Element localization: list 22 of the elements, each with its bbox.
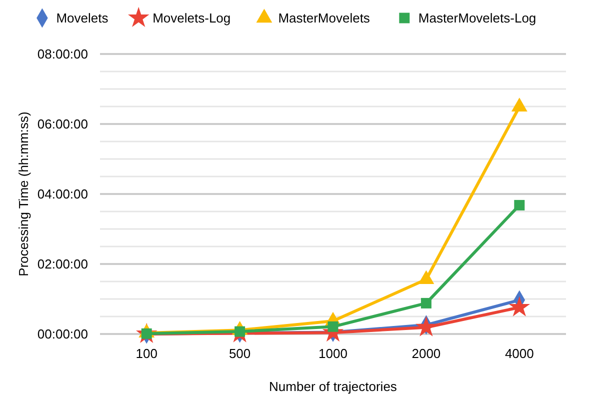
x-tick-label: 100 [136, 346, 158, 361]
legend-label: MasterMovelets-Log [418, 10, 536, 26]
y-tick-label: 00:00:00 [37, 326, 88, 342]
y-axis-title: Processing Time (hh:mm:ss) [16, 112, 31, 276]
point [416, 316, 437, 336]
point [328, 321, 338, 332]
x-tick-label: 4000 [504, 346, 534, 361]
x-tick-label: 1000 [318, 346, 348, 361]
point [420, 298, 432, 308]
legend-label: Movelets-Log [152, 10, 231, 26]
legend-label: MasterMovelets [278, 10, 370, 26]
x-axis-title: Number of trajectories [269, 379, 398, 394]
point [511, 98, 528, 112]
y-tick-label: 06:00:00 [37, 116, 88, 132]
y-tick-label: 08:00:00 [37, 46, 88, 62]
y-tick-label: 02:00:00 [37, 256, 88, 272]
y-tick-label: 04:00:00 [37, 186, 88, 202]
point [508, 296, 530, 316]
x-tick-label: 2000 [412, 346, 441, 361]
legend-label: Movelets [56, 10, 109, 26]
point [514, 200, 525, 210]
x-tick-label: 500 [228, 346, 251, 361]
